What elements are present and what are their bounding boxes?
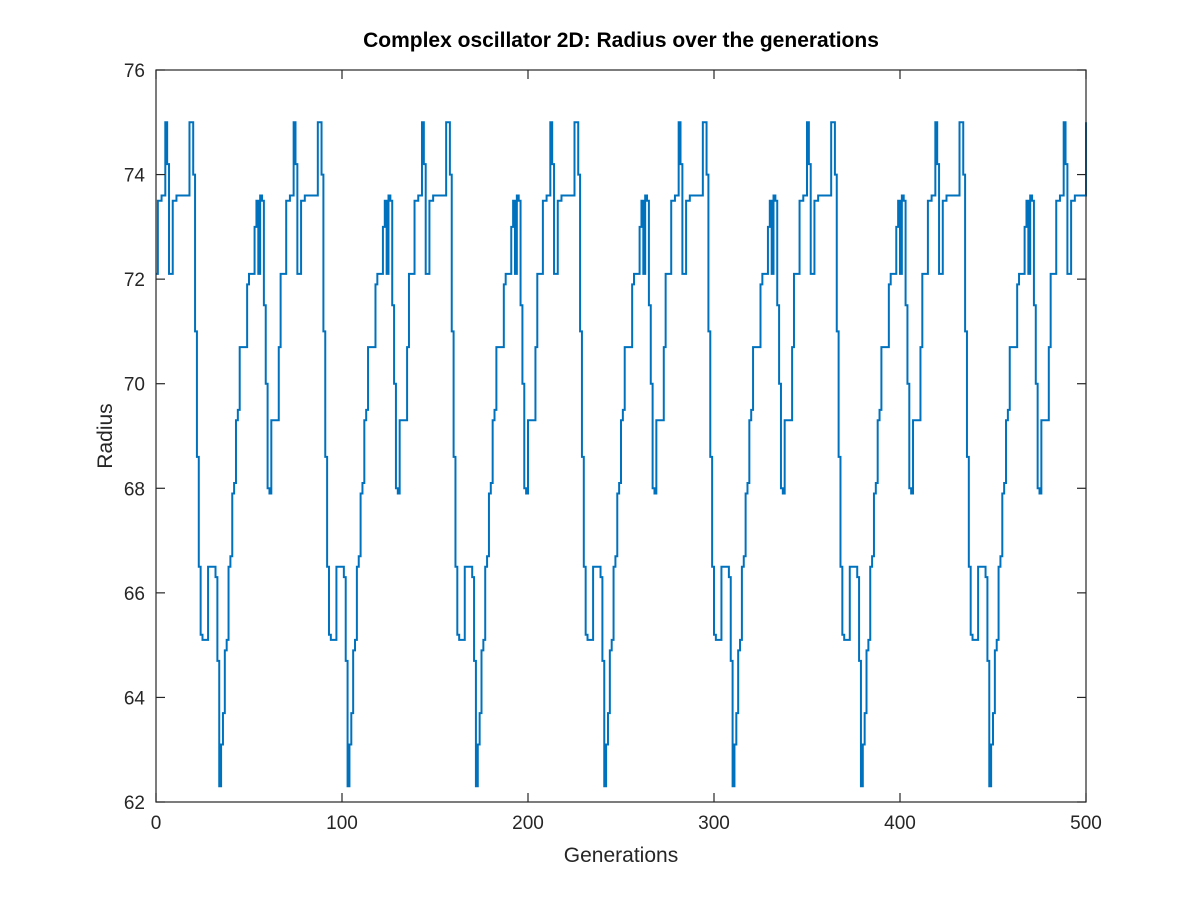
x-axis: 0 100 200 300 400 500 (151, 70, 1102, 834)
series-line (156, 121, 1087, 788)
y-tick-label: 68 (124, 479, 145, 500)
x-tick-label: 200 (512, 813, 544, 834)
plot-frame (155, 69, 1087, 803)
x-tick-label: 100 (326, 813, 358, 834)
x-tick-label: 500 (1070, 813, 1102, 834)
y-axis: 62 64 66 68 70 72 74 76 (124, 61, 1086, 814)
series-layer (156, 121, 1087, 788)
y-tick-label: 70 (124, 375, 145, 396)
y-tick-label: 66 (124, 584, 145, 605)
y-axis-label: Radius (94, 403, 117, 468)
x-tick-label: 300 (698, 813, 730, 834)
y-tick-label: 64 (124, 688, 146, 709)
chart-title: Complex oscillator 2D: Radius over the g… (363, 29, 879, 52)
x-tick-label: 400 (884, 813, 916, 834)
y-tick-label: 72 (124, 270, 145, 291)
x-axis-label: Generations (564, 844, 678, 867)
y-tick-label: 76 (124, 61, 145, 82)
x-tick-label: 0 (151, 813, 162, 834)
y-tick-label: 74 (124, 166, 146, 187)
y-tick-label: 62 (124, 793, 145, 814)
